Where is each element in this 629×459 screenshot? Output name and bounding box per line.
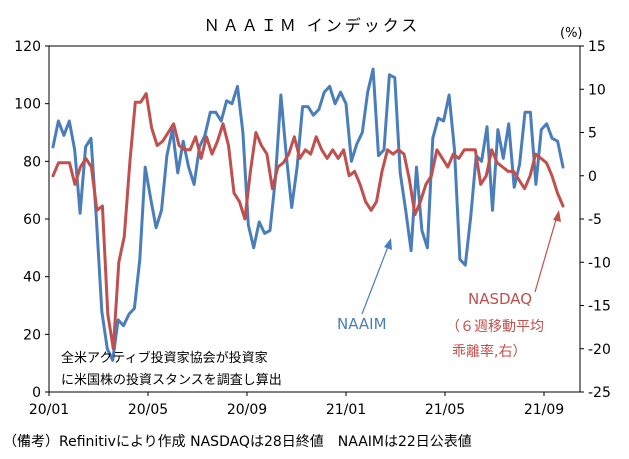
plot-area [48, 45, 581, 393]
right-tick-label: 5 [588, 126, 597, 142]
left-tick-label: 0 [32, 385, 41, 401]
left-tick-label: 120 [14, 39, 41, 55]
naaim-arrow [361, 238, 392, 315]
left-y-axis: 0 20 40 60 80 100 120 [14, 39, 49, 401]
x-axis: 20/01 20/05 20/09 21/01 21/05 21/09 [29, 392, 564, 418]
x-tick-label: 20/05 [128, 402, 168, 418]
x-tick-label: 20/09 [227, 402, 267, 418]
right-tick-label: 15 [588, 39, 606, 55]
right-tick-label: -5 [588, 212, 602, 228]
right-tick-label: -20 [588, 342, 611, 358]
right-tick-label: -10 [588, 255, 611, 271]
series-lines [51, 67, 565, 362]
nasdaq-line [51, 92, 565, 351]
naaim-line [51, 67, 565, 362]
x-tick-label: 21/01 [326, 402, 366, 418]
left-tick-label: 80 [23, 154, 41, 170]
right-tick-label: 10 [588, 82, 606, 98]
nasdaq-label-line2: （６週移動平均 [446, 319, 544, 335]
left-tick-label: 20 [23, 327, 41, 343]
x-tick-label: 21/09 [524, 402, 564, 418]
left-tick-label: 40 [23, 270, 41, 286]
footnote: （備考）Refinitivにより作成 NASDAQは28日終値 NAAIMは22… [3, 434, 472, 450]
nasdaq-arrow [534, 210, 561, 293]
x-tick-label: 20/01 [29, 402, 69, 418]
naaim-series-label: NAAIM [337, 315, 387, 333]
nasdaq-series-label: NASDAQ [468, 290, 532, 308]
right-tick-label: -15 [588, 299, 611, 315]
right-axis-unit: (%) [560, 26, 583, 41]
chart-title: ＮＡＡＩＭ インデックス [204, 16, 421, 35]
annotation-line1: 全米アクティブ投資家協会が投資家 [61, 350, 268, 366]
left-tick-label: 100 [14, 97, 41, 113]
left-tick-label: 60 [23, 212, 41, 228]
nasdaq-label-line3: 乖離率,右） [452, 343, 526, 360]
right-y-axis: -25 -20 -15 -10 -5 0 5 10 15 [580, 39, 611, 401]
right-tick-label: 0 [588, 169, 597, 185]
right-tick-label: -25 [588, 385, 611, 401]
x-tick-label: 21/05 [425, 402, 465, 418]
annotation-line2: に米国株の投資スタンスを調査し算出 [61, 372, 282, 388]
